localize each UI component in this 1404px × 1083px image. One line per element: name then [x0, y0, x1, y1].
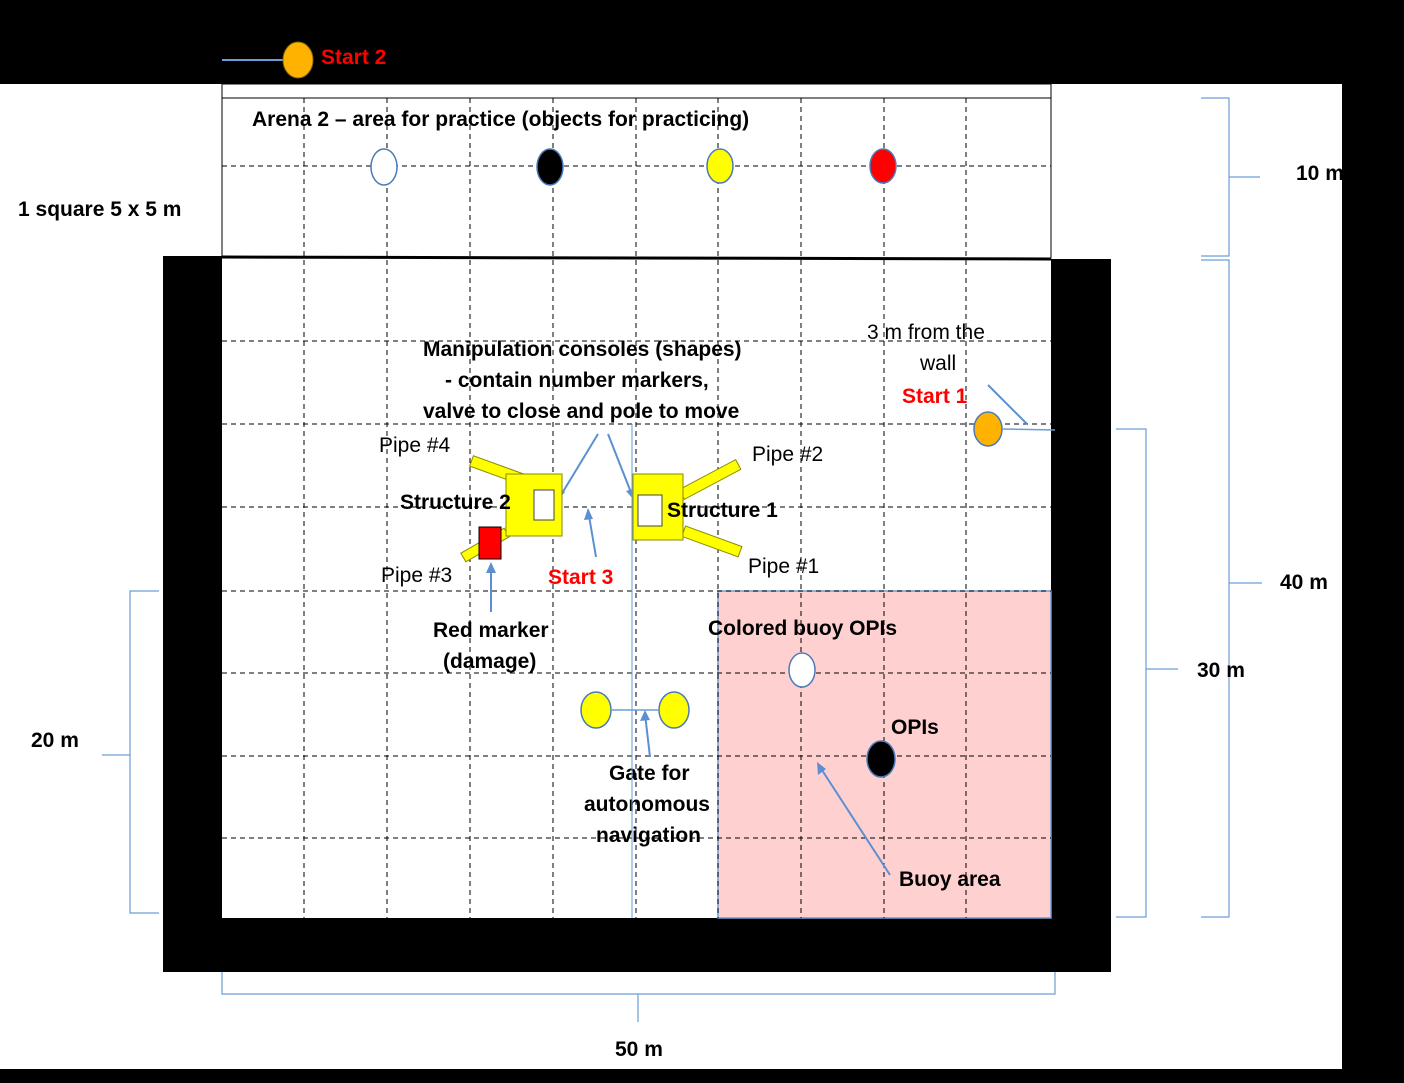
- start3-label: Start 3: [548, 566, 613, 589]
- colored-buoy-label: Colored buoy OPIs: [708, 617, 897, 640]
- buoy-area-arrowhead: [817, 762, 826, 775]
- start3-arrowhead: [584, 508, 593, 520]
- start2-marker: [282, 41, 314, 79]
- gate-line-1: Gate for: [609, 762, 690, 785]
- buoy-area-arrow: [819, 766, 891, 876]
- start1-distance-line: [1001, 428, 1056, 431]
- start1-label: Start 1: [902, 385, 968, 408]
- pipe2-label: Pipe #2: [752, 443, 823, 466]
- red-marker-line-1: Red marker: [433, 619, 549, 642]
- dim-30m-label: 30 m: [1197, 659, 1245, 682]
- dim-10m-label: 10 m: [1296, 162, 1344, 185]
- structure2-label: Structure 2: [400, 491, 511, 514]
- dim-30m-bracket: [1116, 428, 1178, 918]
- dim-10m-bracket: [1201, 97, 1260, 257]
- practice-red-buoy: [869, 148, 897, 184]
- pipe1-label: Pipe #1: [748, 555, 819, 578]
- arena2-title: Arena 2 – area for practice (objects for…: [252, 108, 749, 131]
- dim-40m-label: 40 m: [1280, 571, 1328, 594]
- square-scale-label: 1 square 5 x 5 m: [18, 198, 181, 221]
- gate-line-3: navigation: [596, 824, 701, 847]
- red-marker-damage: [478, 526, 502, 560]
- gate-line-2: autonomous: [584, 793, 710, 816]
- dim-20m-label: 20 m: [31, 729, 79, 752]
- practice-yellow-buoy: [706, 148, 734, 184]
- structure2-shape: [460, 455, 563, 563]
- practice-black-buoy: [536, 148, 564, 186]
- manip-line-1: Manipulation consoles (shapes): [423, 338, 742, 361]
- gate-buoy-left: [580, 691, 612, 729]
- colored-buoy-white: [788, 652, 816, 688]
- start2-label: Start 2: [321, 46, 386, 69]
- pool-wall-right: [1051, 259, 1111, 972]
- pipe4-label: Pipe #4: [379, 434, 451, 457]
- buoy-area-label: Buoy area: [899, 868, 1001, 891]
- manip-arrow-to-structure1: [607, 433, 635, 501]
- pool-wall-left: [163, 256, 222, 970]
- gate-buoy-right: [658, 691, 690, 729]
- manip-line-3: valve to close and pole to move: [423, 400, 739, 423]
- wall-note-line-2: wall: [919, 352, 956, 375]
- manip-line-2: - contain number markers,: [445, 369, 709, 392]
- structure1-shape: [632, 458, 743, 558]
- manip-arrow-to-structure2: [557, 433, 599, 501]
- start1-marker: [973, 411, 1003, 447]
- dim-50m-bracket: [221, 972, 1056, 1022]
- pool-wall-bottom: [163, 918, 1111, 972]
- dim-20m-bracket: [102, 590, 159, 914]
- gate-arrow: [644, 713, 651, 758]
- wall-note-line-1: 3 m from the: [867, 321, 985, 344]
- practice-white-buoy: [370, 148, 398, 186]
- dim-40m-bracket: [1201, 259, 1262, 918]
- dim-50m-label: 50 m: [615, 1038, 663, 1061]
- opi-black-buoy: [866, 740, 896, 778]
- pool-top-edge: [221, 255, 1052, 261]
- gate-arrowhead: [640, 710, 650, 721]
- wall-note-arrow: [987, 384, 1028, 425]
- opis-label: OPIs: [891, 716, 939, 739]
- red-marker-line-2: (damage): [443, 650, 536, 673]
- pipe3-label: Pipe #3: [381, 564, 452, 587]
- grid: [222, 98, 1051, 918]
- structure1-label: Structure 1: [667, 499, 778, 522]
- red-marker-arrowhead: [486, 562, 496, 573]
